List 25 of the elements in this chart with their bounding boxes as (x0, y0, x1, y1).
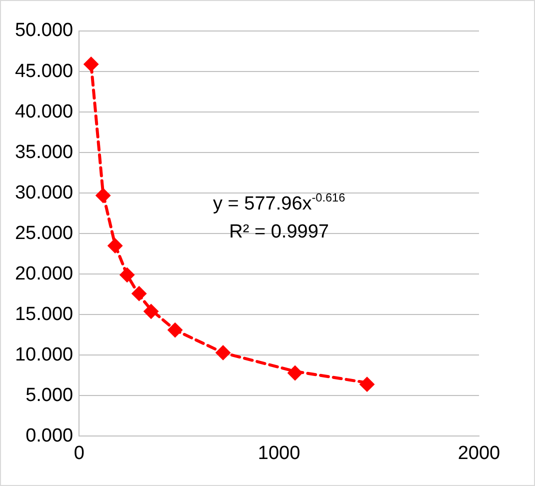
annotation: R² = 0.9997 (229, 221, 329, 242)
point (216, 345, 231, 360)
point (360, 376, 375, 392)
y-tick-label: 35.000 (14, 142, 74, 163)
y-tick-label: 0.000 (26, 425, 74, 446)
y-tick-label: 15.000 (14, 304, 74, 325)
y-tick-label: 45.000 (14, 60, 74, 82)
y-tick-label: 5.000 (26, 384, 74, 406)
point (120, 267, 135, 282)
y-tick-label: 10.000 (14, 344, 74, 366)
y-tick-label: 30.000 (14, 182, 74, 204)
y-tick-label: 50.000 (14, 20, 74, 42)
point (96, 188, 111, 204)
x-tick-label: 0 (74, 442, 84, 464)
x-tick-label: 2000 (458, 442, 500, 464)
point (144, 304, 159, 319)
y-tick-label: 25.000 (14, 222, 74, 244)
point (288, 365, 303, 380)
point (168, 322, 183, 338)
y-tick-label: 20.000 (14, 263, 74, 284)
x-tick-label: 1000 (258, 442, 300, 464)
point (84, 56, 99, 72)
y-tick-label: 40.000 (14, 101, 74, 122)
point (132, 286, 147, 302)
point (108, 238, 123, 254)
